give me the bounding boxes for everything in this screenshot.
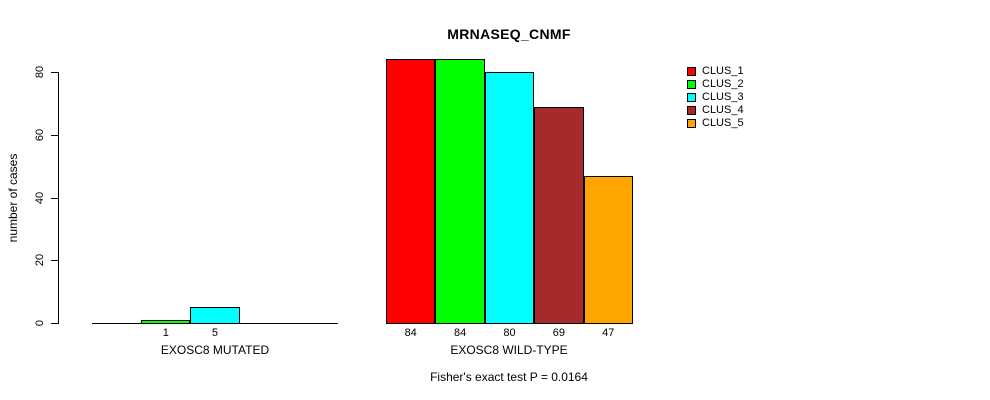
legend: CLUS_1 CLUS_2 CLUS_3 CLUS_4 CLUS_5 (687, 65, 744, 130)
bar-clus_5 (583, 176, 633, 324)
fisher-test-footnote: Fisher's exact test P = 0.0164 (430, 370, 588, 384)
legend-label: CLUS_4 (702, 104, 744, 116)
y-tick (51, 323, 58, 324)
bar-clus_1 (386, 59, 436, 324)
y-tick (51, 72, 58, 73)
y-tick (51, 198, 58, 199)
legend-swatch-icon (687, 67, 696, 76)
legend-label: CLUS_1 (702, 65, 744, 77)
bar-clus_3 (190, 307, 240, 324)
legend-swatch-icon (687, 93, 696, 102)
y-tick-label: 40 (34, 191, 46, 205)
legend-label: CLUS_2 (702, 78, 744, 90)
y-tick-label: 20 (34, 253, 46, 267)
bar-value-label: 80 (503, 327, 516, 339)
y-axis-line (58, 72, 59, 324)
bar-clus_4 (534, 107, 584, 324)
bar-value-label: 5 (211, 327, 219, 339)
y-tick-label: 60 (34, 128, 46, 142)
legend-swatch-icon (687, 119, 696, 128)
legend-item-clus_1: CLUS_1 (687, 65, 744, 78)
bar-clus_3 (484, 72, 535, 324)
legend-swatch-icon (687, 80, 696, 89)
bar-value-label: 69 (552, 327, 565, 339)
y-tick-label: 0 (34, 319, 46, 327)
y-axis-label: number of cases (6, 153, 20, 243)
x-axis-label-wildtype: EXOSC8 WILD-TYPE (450, 343, 568, 357)
chart-title: MRNASEQ_CNMF (447, 26, 571, 42)
legend-label: CLUS_3 (702, 91, 744, 103)
bar-value-label: 1 (162, 327, 169, 339)
legend-swatch-icon (687, 106, 696, 115)
x-axis-label-mutated: EXOSC8 MUTATED (160, 343, 270, 357)
bar-clus_2 (141, 320, 191, 324)
legend-item-clus_3: CLUS_3 (687, 91, 744, 104)
y-tick-label: 80 (34, 65, 46, 79)
legend-item-clus_2: CLUS_2 (687, 78, 744, 91)
bar-value-label: 84 (453, 327, 467, 339)
y-tick (51, 135, 58, 136)
bar-value-label: 47 (602, 327, 615, 339)
legend-item-clus_5: CLUS_5 (687, 117, 744, 130)
legend-item-clus_4: CLUS_4 (687, 104, 744, 117)
bar-clus_2 (435, 59, 485, 324)
y-tick (51, 260, 58, 261)
bar-value-label: 84 (404, 327, 417, 339)
legend-label: CLUS_5 (702, 117, 744, 129)
